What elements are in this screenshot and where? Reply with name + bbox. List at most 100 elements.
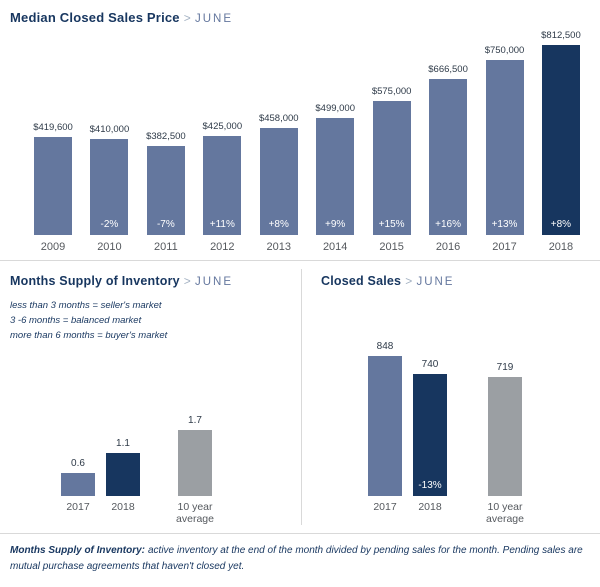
bar-group: 0.6 2017 <box>56 458 100 527</box>
horizontal-divider-bottom <box>0 533 600 534</box>
bar-group: $666,500 +16% 2016 <box>421 64 475 254</box>
bar-value-label: $419,600 <box>33 122 73 134</box>
bar-percent-label: +13% <box>491 219 518 231</box>
bar-category-label: 2018 <box>111 501 135 513</box>
bar <box>488 377 522 496</box>
bar-percent-label: +16% <box>435 219 461 231</box>
bar-value-label: $575,000 <box>371 86 412 98</box>
bar-value-label: $382,500 <box>146 131 186 143</box>
bar-value-label: 1.1 <box>116 438 130 449</box>
bar-group: 1.1 2018 <box>101 438 145 527</box>
chart-title-text: Closed Sales <box>321 274 402 288</box>
bar: -7% <box>146 146 185 236</box>
bar-value-label: 740 <box>421 359 439 370</box>
bar-category-label: 2012 <box>210 241 235 254</box>
title-separator: > <box>405 274 413 288</box>
bar: -13% <box>413 374 447 496</box>
bar <box>106 453 140 496</box>
bar-group: 1.7 10 year average <box>173 415 217 527</box>
title-separator: > <box>183 274 191 288</box>
bar-category-label: 10 year average <box>486 501 524 526</box>
bar: +8% <box>259 128 298 236</box>
bar-category-label: 2013 <box>266 241 291 254</box>
bar-value-label: $410,000 <box>89 124 130 136</box>
bar-category-label: 2017 <box>492 241 517 254</box>
bar-category-label: 2018 <box>418 501 442 513</box>
bar-category-label: 2010 <box>97 241 122 254</box>
bar-value-label: 1.7 <box>188 415 202 426</box>
vertical-divider <box>301 269 302 525</box>
bar-percent-label: +8% <box>268 219 289 231</box>
months-supply-section: Months Supply of Inventory > JUNE less tha… <box>0 261 301 533</box>
bar-value-label: 719 <box>496 362 514 373</box>
bar-category-label: 2017 <box>373 501 397 513</box>
median-price-title: Median Closed Sales Price > JUNE <box>10 10 588 25</box>
months-supply-bar-chart: 0.6 2017 1.1 2018 1.7 10 year average <box>56 415 217 527</box>
bar-group: $419,600 2009 <box>26 122 80 254</box>
bar-percent-label: -7% <box>156 219 175 231</box>
bar-value-label: $666,500 <box>428 64 468 76</box>
closed-sales-bar-chart: 848 2017 740 -13% 2018 719 10 year average <box>363 341 527 527</box>
footer-term: Months Supply of Inventory: <box>10 545 145 556</box>
bar-value-label: $812,500 <box>541 30 581 42</box>
bar-category-label: 2015 <box>379 241 404 254</box>
chart-period-label: JUNE <box>195 276 234 288</box>
bar-category-label: 2009 <box>40 241 66 254</box>
bar-group: $499,000 +9% 2014 <box>308 103 362 254</box>
title-separator: > <box>183 11 191 25</box>
bar <box>178 430 212 496</box>
bar-value-label: $458,000 <box>258 113 299 125</box>
bar-group: 719 10 year average <box>483 362 527 527</box>
bar: -2% <box>90 139 129 236</box>
bar-percent-label: +8% <box>550 219 572 231</box>
bar-category-label: 2014 <box>322 241 348 254</box>
bar-group: $812,500 +8% 2018 <box>534 30 588 254</box>
bar <box>368 356 402 496</box>
bar-percent-label: +11% <box>209 219 235 231</box>
closed-sales-title: Closed Sales > JUNE <box>321 274 590 288</box>
bar <box>34 137 72 236</box>
chart-title-text: Months Supply of Inventory <box>10 274 180 288</box>
note-buyers-market: more than 6 months = buyer's market <box>10 330 168 342</box>
bar-value-label: 848 <box>376 341 394 352</box>
bar-percent-label: -13% <box>418 480 442 491</box>
bar: +13% <box>485 60 524 236</box>
footer-note: Months Supply of Inventory: active invent… <box>0 534 596 574</box>
bar-group: $750,000 +13% 2017 <box>478 45 532 254</box>
bar-percent-label: -2% <box>100 219 119 231</box>
bar-group: $410,000 -2% 2010 <box>82 124 136 254</box>
bar-category-label: 2017 <box>66 501 90 513</box>
bar: +8% <box>541 45 580 236</box>
bar-group: $382,500 -7% 2011 <box>139 131 193 254</box>
bar-category-label: 2016 <box>435 241 461 254</box>
bar-category-label: 10 year average <box>176 501 214 526</box>
bar-group: 740 -13% 2018 <box>408 359 452 527</box>
bar: +15% <box>372 101 411 236</box>
months-supply-title: Months Supply of Inventory > JUNE <box>10 274 291 288</box>
bar-group: $458,000 +8% 2013 <box>252 113 306 254</box>
bar-percent-label: +9% <box>325 219 346 231</box>
market-definition-notes: less than 3 months = seller's market 3 -… <box>10 298 291 344</box>
bar-category-label: 2018 <box>548 241 574 254</box>
chart-title-text: Median Closed Sales Price <box>10 10 180 25</box>
bar: +11% <box>203 136 242 236</box>
median-price-section: Median Closed Sales Price > JUNE $419,600 2… <box>0 0 600 260</box>
bar: +9% <box>316 118 355 236</box>
bottom-section: Months Supply of Inventory > JUNE less tha… <box>0 261 600 533</box>
bar-value-label: $425,000 <box>202 121 243 133</box>
closed-sales-section: Closed Sales > JUNE 848 2017 740 -13% 2018 719 1… <box>301 261 600 533</box>
bar-percent-label: +15% <box>378 219 405 231</box>
chart-period-label: JUNE <box>416 276 455 288</box>
bar <box>61 473 95 496</box>
bar-value-label: 0.6 <box>71 458 85 469</box>
chart-period-label: JUNE <box>194 13 233 25</box>
bar-category-label: 2011 <box>154 241 178 254</box>
bar-group: 848 2017 <box>363 341 407 527</box>
footer-definition: active inventory at the end of the month… <box>10 545 583 572</box>
median-price-bar-chart: $419,600 2009 $410,000 -2% 2010 $382,500 -7% 20… <box>26 30 588 254</box>
horizontal-divider-top <box>0 260 600 261</box>
bar-group: $425,000 +11% 2012 <box>195 121 249 254</box>
note-sellers-market: less than 3 months = seller's market <box>10 300 162 311</box>
bar: +16% <box>429 79 468 236</box>
